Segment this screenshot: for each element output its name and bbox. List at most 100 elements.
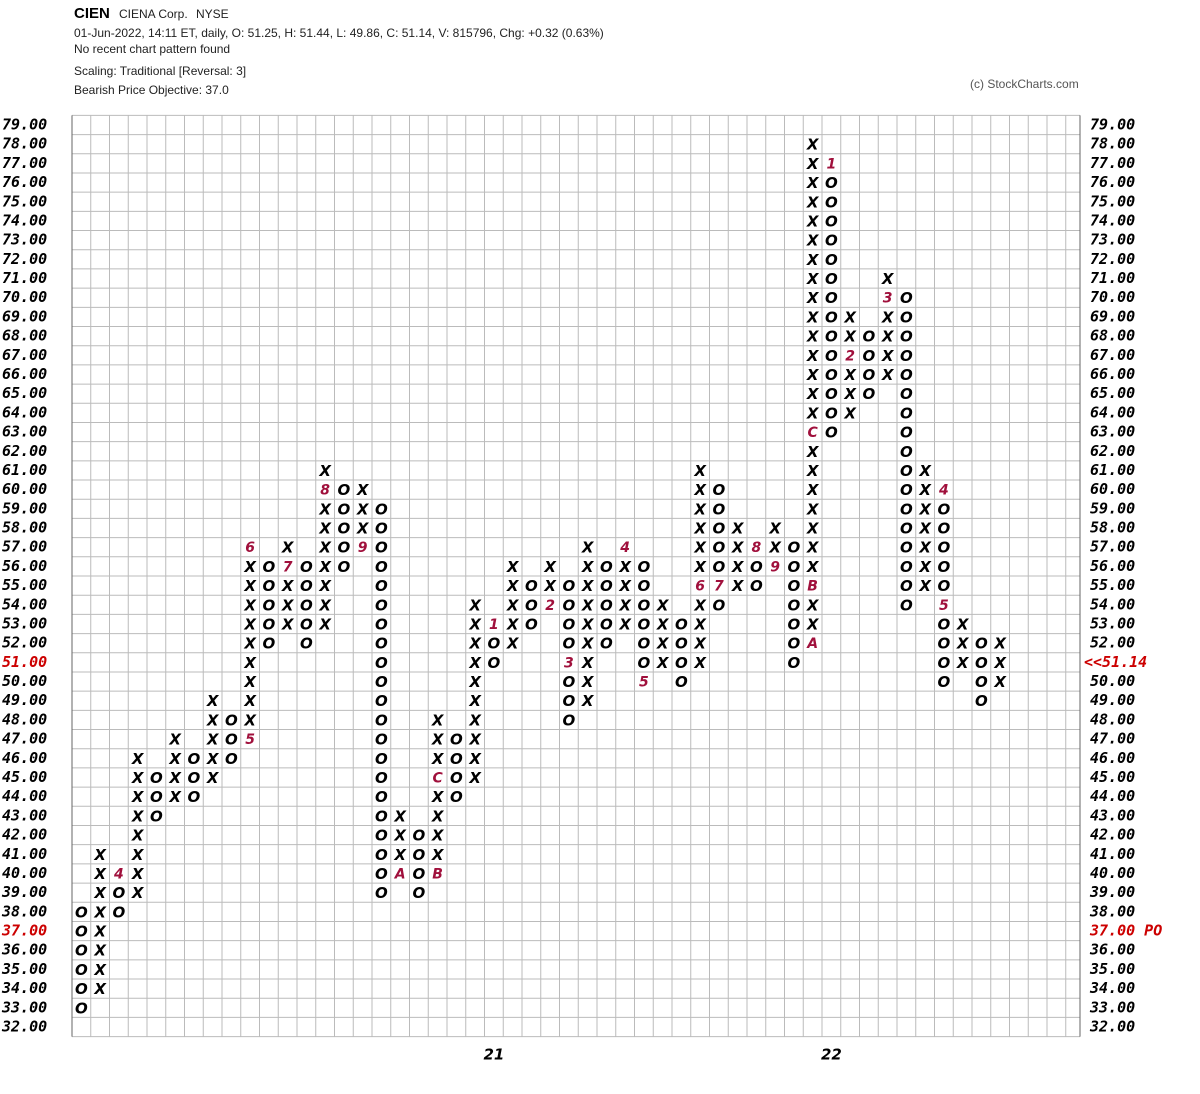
scaling-note: Scaling: Traditional [Reversal: 3] [74, 64, 246, 78]
o-box: O [375, 577, 388, 595]
x-box: X [918, 577, 932, 595]
y-tick-label-right: 61.00 [1090, 461, 1135, 479]
y-tick-label: 76.00 [2, 173, 47, 191]
o-box: O [375, 827, 388, 845]
o-box: O [825, 270, 838, 288]
x-box: X [806, 308, 820, 326]
month-marker: 5 [245, 732, 255, 748]
o-box: O [450, 750, 463, 768]
y-tick-label: 58.00 [2, 519, 47, 537]
y-tick-label: 32.00 [1, 1018, 47, 1036]
y-tick-label: 66.00 [2, 365, 47, 383]
o-box: O [262, 635, 275, 653]
x-box: X [993, 654, 1007, 672]
y-tick-label: 47.00 [2, 730, 47, 748]
o-box: O [375, 558, 388, 576]
x-box: X [243, 558, 257, 576]
o-box: O [825, 251, 838, 269]
y-tick-label: 77.00 [2, 154, 47, 172]
pattern-note: No recent chart pattern found [74, 42, 230, 56]
x-box: X [806, 251, 820, 269]
month-marker: B [432, 866, 443, 882]
objective-note: Bearish Price Objective: 37.0 [74, 83, 229, 97]
month-marker: 3 [883, 291, 893, 307]
x-box: X [206, 711, 220, 729]
pf-column: OOO [525, 577, 538, 633]
y-tick-label-right: 46.00 [1090, 749, 1135, 767]
y-tick-label: 53.00 [2, 614, 47, 632]
x-box: X [768, 520, 782, 538]
x-box: X [656, 654, 670, 672]
o-box: O [712, 520, 725, 538]
o-box: O [825, 328, 838, 346]
o-box: O [562, 615, 575, 633]
x-box: X [168, 769, 182, 787]
y-tick-label: 75.00 [2, 192, 47, 210]
y-tick-label: 34.00 [1, 979, 47, 997]
x-box: X [581, 577, 595, 595]
o-box: O [562, 635, 575, 653]
y-tick-label-right: 60.00 [1090, 480, 1135, 498]
x-box: X [431, 788, 445, 806]
x-box: X [581, 596, 595, 614]
x-box: X [806, 462, 820, 480]
x-box: X [881, 366, 895, 384]
o-box: O [600, 615, 613, 633]
month-marker: 5 [639, 675, 649, 691]
o-box: O [225, 711, 238, 729]
y-tick-label: 45.00 [2, 768, 47, 786]
x-box: X [806, 539, 820, 557]
x-box: X [806, 136, 820, 154]
x-box: X [806, 232, 820, 250]
x-box: X [168, 750, 182, 768]
o-box: O [675, 615, 688, 633]
x-box: X [731, 539, 745, 557]
x-box: X [281, 596, 295, 614]
o-box: O [900, 481, 913, 499]
x-box: X [318, 558, 332, 576]
o-box: O [262, 558, 275, 576]
o-box: O [787, 615, 800, 633]
x-box: X [243, 673, 257, 691]
x-box: X [131, 807, 145, 825]
x-box: X [356, 481, 370, 499]
x-box: X [581, 692, 595, 710]
o-box: O [337, 500, 350, 518]
month-marker: 8 [752, 540, 762, 556]
x-box: X [806, 615, 820, 633]
o-box: O [150, 807, 163, 825]
y-tick-label-right: 63.00 [1090, 423, 1135, 441]
x-box: X [581, 635, 595, 653]
o-box: O [900, 558, 913, 576]
o-box: O [300, 615, 313, 633]
y-tick-label: 60.00 [2, 480, 47, 498]
x-box: X [131, 769, 145, 787]
o-box: O [900, 462, 913, 480]
x-box: X [243, 654, 257, 672]
y-tick-label: 74.00 [2, 211, 47, 229]
o-box: O [862, 347, 875, 365]
pf-column: XXX [993, 635, 1007, 691]
month-marker: 9 [770, 559, 780, 575]
month-marker: 1 [827, 156, 837, 172]
y-tick-label: 65.00 [2, 384, 47, 402]
y-tick-label-right: 50.00 [1090, 672, 1135, 690]
o-box: O [375, 520, 388, 538]
o-box: O [562, 711, 575, 729]
y-tick-label: 67.00 [2, 346, 47, 364]
o-box: O [975, 692, 988, 710]
y-tick-label-right: 67.00 [1090, 346, 1135, 364]
x-box: X [581, 539, 595, 557]
y-tick-label-right: 78.00 [1090, 135, 1135, 153]
x-box: X [806, 404, 820, 422]
y-tick-label: 44.00 [2, 787, 47, 805]
x-box: X [806, 328, 820, 346]
x-box: X [243, 577, 257, 595]
o-box: O [225, 731, 238, 749]
x-box: X [506, 635, 520, 653]
